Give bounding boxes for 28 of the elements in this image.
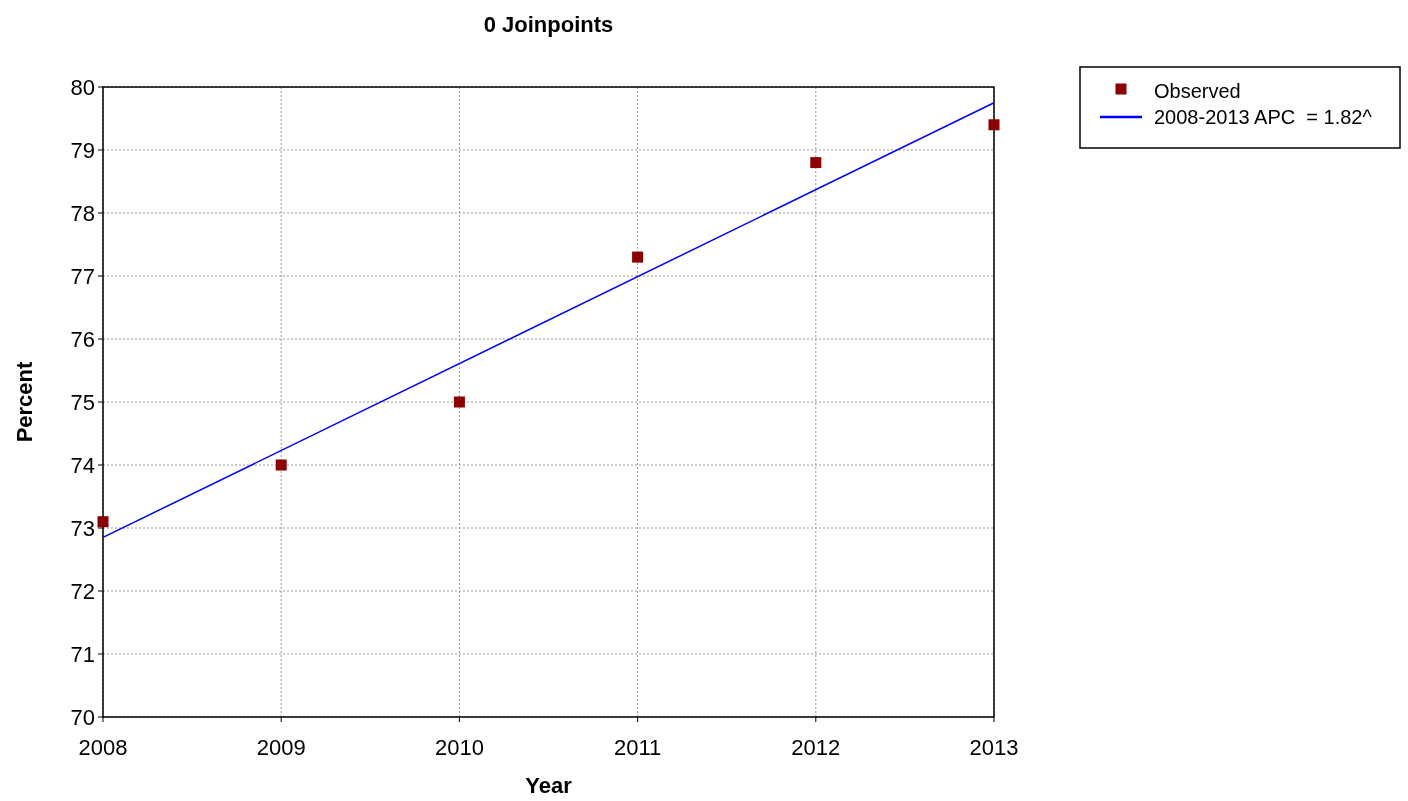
y-tick-label: 75 [70,389,95,415]
point [632,251,644,263]
y-axis-title: Percent [12,360,37,443]
legend-label: Observed [1154,80,1241,102]
x-tick-label: 2010 [434,735,484,760]
x-tick-label: 2013 [969,735,1019,760]
y-tick-label: 70 [70,704,95,730]
y-tick-label: 79 [70,137,95,163]
point [453,396,465,408]
y-tick-label: 76 [70,326,95,352]
legend-label: 2008-2013 APC = 1.82^ [1154,106,1373,128]
y-tick-label: 73 [70,515,95,541]
point [988,119,1000,131]
point [810,157,822,169]
point [275,459,287,471]
y-tick-label: 78 [70,200,95,226]
x-tick-label: 2009 [256,735,306,760]
x-tick-label: 2011 [613,735,662,760]
y-tick-label: 77 [70,263,95,289]
chart-title: 0 Joinpoints [483,12,614,37]
y-tick-label: 71 [70,641,95,667]
x-axis-title: Year [525,773,573,798]
x-tick-label: 2008 [78,735,128,760]
y-tick-label: 74 [70,452,95,478]
y-tick-label: 80 [70,74,95,100]
y-tick-label: 72 [70,578,95,604]
point [97,516,109,528]
x-tick-label: 2012 [791,735,841,760]
